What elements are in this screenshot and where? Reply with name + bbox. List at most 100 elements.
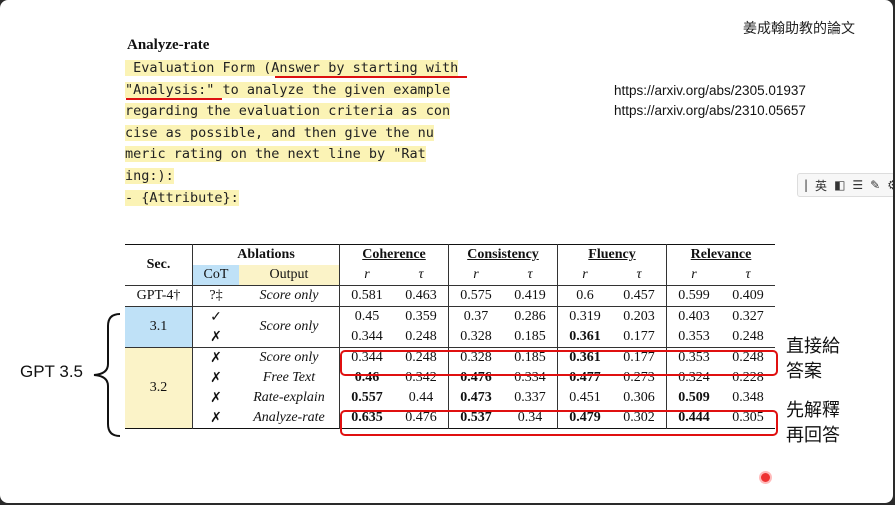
- reference-links: https://arxiv.org/abs/2305.01937 https:/…: [614, 81, 806, 121]
- sub-tau: τ: [394, 265, 449, 286]
- sub-r: r: [364, 267, 370, 282]
- cell: 0.46: [354, 370, 380, 385]
- table-row: ✗ Rate-explain 0.557 0.44 0.473 0.337 0.…: [125, 388, 775, 408]
- cell: 0.185: [503, 327, 558, 348]
- table-row: GPT-4† ?‡ Score only 0.581 0.463 0.575 0…: [125, 285, 775, 307]
- code-line-4: meric rating on the next line by "Rat: [125, 146, 426, 163]
- row-sec: 3.1: [125, 306, 193, 348]
- code-line-2: regarding the evaluation criteria as con: [125, 103, 451, 120]
- cell: 0.477: [569, 370, 601, 385]
- cell: 0.177: [612, 327, 667, 348]
- row-cot: ✗: [210, 329, 222, 345]
- ime-lang-button[interactable]: 英: [815, 178, 828, 193]
- header-sec: Sec.: [125, 244, 193, 286]
- cell: 0.361: [569, 329, 601, 344]
- cell: 0.344: [351, 329, 383, 344]
- cell: 0.248: [732, 350, 764, 365]
- cell: 0.248: [394, 327, 449, 348]
- cell: 0.337: [503, 388, 558, 408]
- cell: 0.248: [394, 347, 449, 368]
- cell: 0.328: [460, 350, 492, 365]
- cell: 0.302: [612, 408, 667, 429]
- code-line-3: cise as possible, and then give the nu: [125, 124, 434, 141]
- row-sec: GPT-4†: [125, 285, 193, 307]
- table-row: ✗ 0.344 0.248 0.328 0.185 0.361 0.177 0.…: [125, 327, 775, 348]
- cell: 0.444: [678, 410, 710, 425]
- cell: 0.537: [460, 410, 492, 425]
- cell: 0.342: [394, 368, 449, 388]
- ref-link-1[interactable]: https://arxiv.org/abs/2305.01937: [614, 83, 806, 98]
- cell: 0.476: [460, 370, 492, 385]
- cell: 0.44: [394, 388, 449, 408]
- cell: 0.34: [503, 408, 558, 429]
- highlight-score-only-row: [340, 350, 778, 376]
- ime-pen-icon[interactable]: ✎: [870, 178, 881, 192]
- sub-r: r: [691, 267, 697, 282]
- sub-tau: τ: [745, 267, 751, 282]
- row-output: Score only: [239, 306, 340, 348]
- cell: 0.248: [732, 329, 764, 344]
- red-underline-2: [126, 98, 222, 100]
- annotation-direct-answer: 直接給 答案: [786, 336, 840, 382]
- table-row: 3.2 ✗ Score only 0.344 0.248 0.328 0.185…: [125, 347, 775, 429]
- cell: 0.409: [732, 288, 764, 303]
- row-cot: ✓: [210, 309, 222, 325]
- sub-tau: τ: [503, 265, 558, 286]
- cell: 0.463: [394, 285, 449, 307]
- section-heading: Analyze-rate: [127, 37, 210, 53]
- gear-icon[interactable]: ⚙: [887, 178, 893, 192]
- row-output: Rate-explain: [239, 388, 340, 408]
- cell: 0.37: [463, 309, 489, 324]
- code-line-1: "Analysis:" to analyze the given example: [125, 81, 451, 98]
- cell: 0.361: [569, 350, 601, 365]
- row-cot: ✗: [210, 390, 222, 406]
- row-cot: ✗: [210, 370, 222, 386]
- header-ablations: Ablations: [192, 244, 340, 265]
- header-relevance: Relevance: [690, 247, 752, 262]
- cell: 0.45: [354, 309, 380, 324]
- cell: 0.203: [612, 306, 667, 327]
- results-table: Sec. Ablations Coherence Consistency Flu…: [125, 244, 775, 429]
- ime-menu-icon[interactable]: ☰: [852, 178, 864, 192]
- author-note: 姜成翰助教的論文: [743, 21, 855, 37]
- row-output: Score only: [239, 285, 340, 307]
- code-line-5: ing:):: [125, 167, 174, 184]
- toolbar-grip-icon: |: [804, 178, 809, 192]
- cell: 0.327: [732, 309, 764, 324]
- cell: 0.635: [351, 410, 383, 425]
- brace-icon: [93, 313, 121, 437]
- cell: 0.177: [612, 347, 667, 368]
- ref-link-2[interactable]: https://arxiv.org/abs/2310.05657: [614, 103, 806, 118]
- cell: 0.185: [503, 347, 558, 368]
- cell: 0.319: [569, 309, 601, 324]
- ime-mode-icon[interactable]: ◧: [834, 178, 846, 192]
- cell: 0.476: [394, 408, 449, 429]
- row-output: Score only: [239, 347, 340, 368]
- ime-toolbar: | 英 ◧ ☰ ✎ ⚙: [797, 173, 893, 197]
- cell: 0.6: [576, 288, 594, 303]
- annotation-explain-first: 先解釋 再回答: [786, 400, 840, 446]
- cell: 0.306: [612, 388, 667, 408]
- row-sec: 3.2: [125, 347, 193, 429]
- cell: 0.581: [351, 288, 383, 303]
- row-output: Free Text: [239, 368, 340, 388]
- cell: 0.457: [612, 285, 667, 307]
- cell: 0.344: [351, 350, 383, 365]
- cell: 0.228: [732, 370, 764, 385]
- cell: 0.273: [612, 368, 667, 388]
- cell: 0.353: [678, 329, 710, 344]
- cell: 0.479: [569, 410, 601, 425]
- row-output: Analyze-rate: [239, 408, 340, 429]
- cursor-dot-icon: [761, 473, 770, 482]
- cell: 0.451: [569, 390, 601, 405]
- cell: 0.509: [678, 390, 710, 405]
- cell: 0.403: [678, 309, 710, 324]
- table-row: 3.1 ✓ Score only 0.45 0.359 0.37 0.286 0…: [125, 306, 775, 348]
- header-fluency: Fluency: [557, 244, 667, 265]
- gpt-label: GPT 3.5: [20, 362, 83, 381]
- header-cot: CoT: [192, 265, 239, 286]
- cell: 0.305: [732, 410, 764, 425]
- sub-r: r: [473, 267, 479, 282]
- cell: 0.473: [460, 390, 492, 405]
